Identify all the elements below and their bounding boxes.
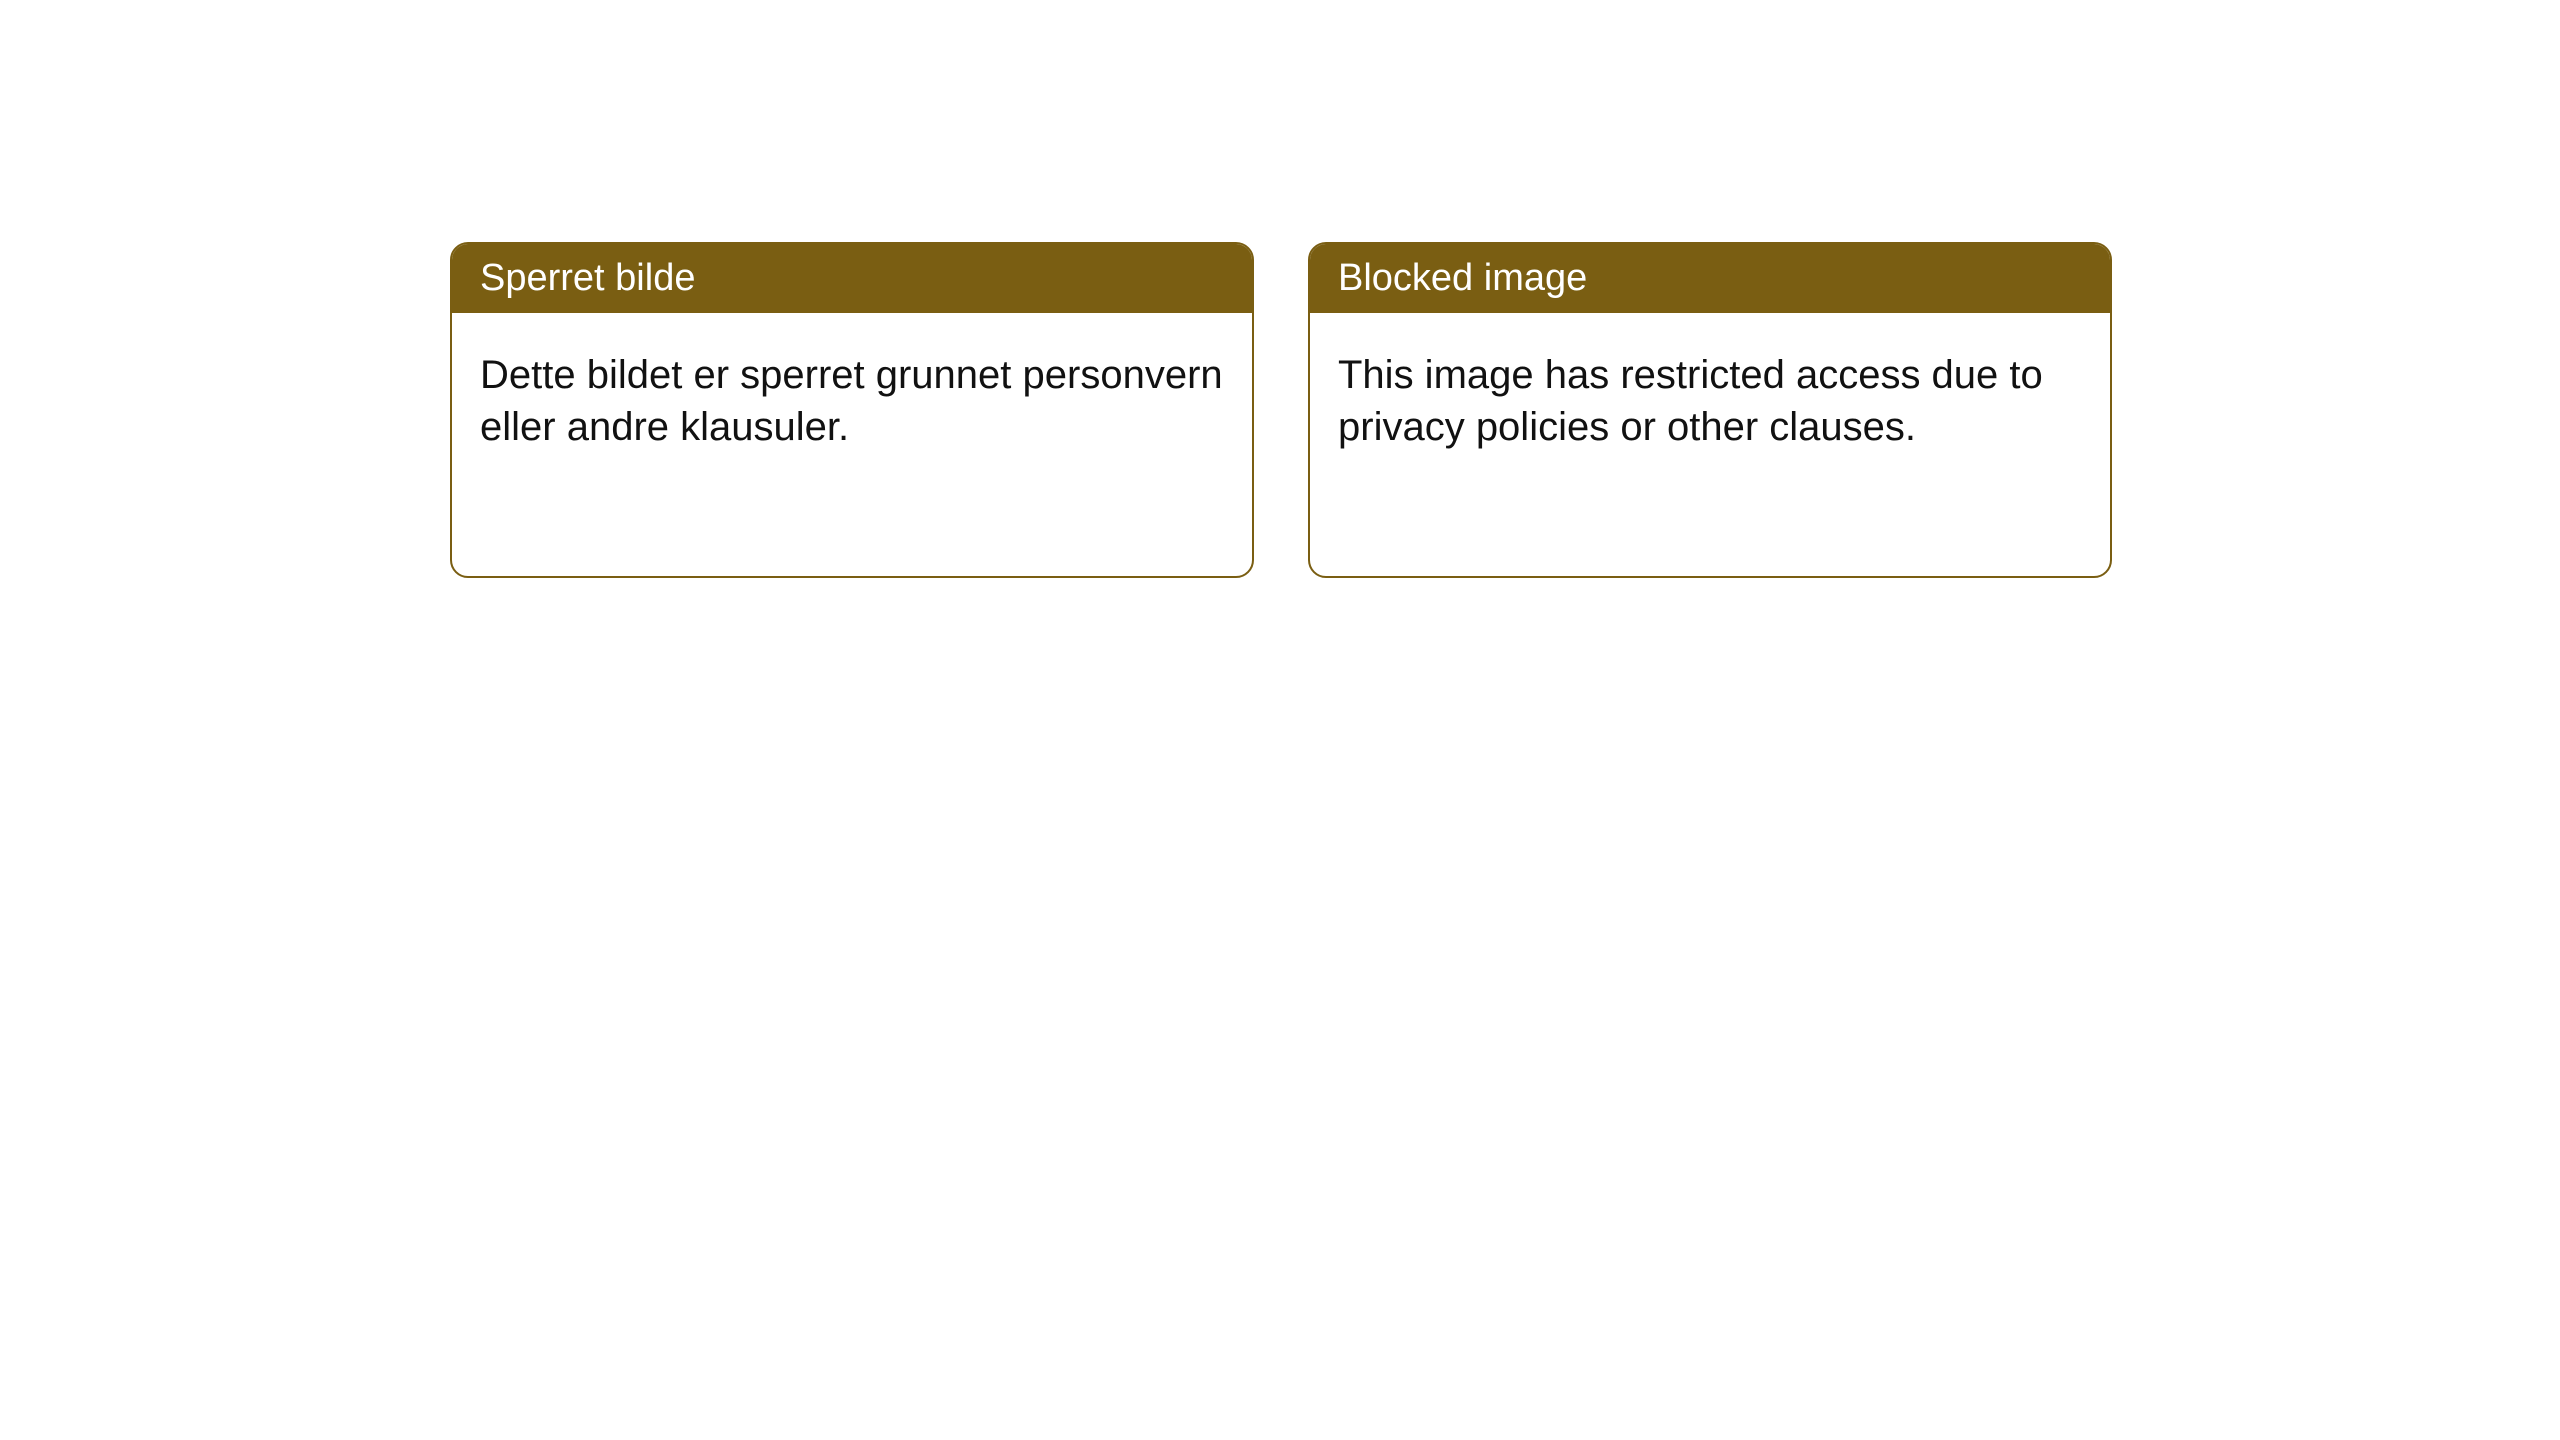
notice-body: Dette bildet er sperret grunnet personve… (452, 313, 1252, 489)
notice-title: Blocked image (1338, 257, 1587, 299)
notice-body-text: Dette bildet er sperret grunnet personve… (480, 353, 1223, 449)
notice-body-text: This image has restricted access due to … (1338, 353, 2043, 449)
notice-container: Sperret bilde Dette bildet er sperret gr… (450, 242, 2112, 578)
notice-header: Sperret bilde (452, 244, 1252, 313)
notice-body: This image has restricted access due to … (1310, 313, 2110, 489)
notice-title: Sperret bilde (480, 257, 695, 299)
notice-card-english: Blocked image This image has restricted … (1308, 242, 2112, 578)
notice-header: Blocked image (1310, 244, 2110, 313)
notice-card-norwegian: Sperret bilde Dette bildet er sperret gr… (450, 242, 1254, 578)
